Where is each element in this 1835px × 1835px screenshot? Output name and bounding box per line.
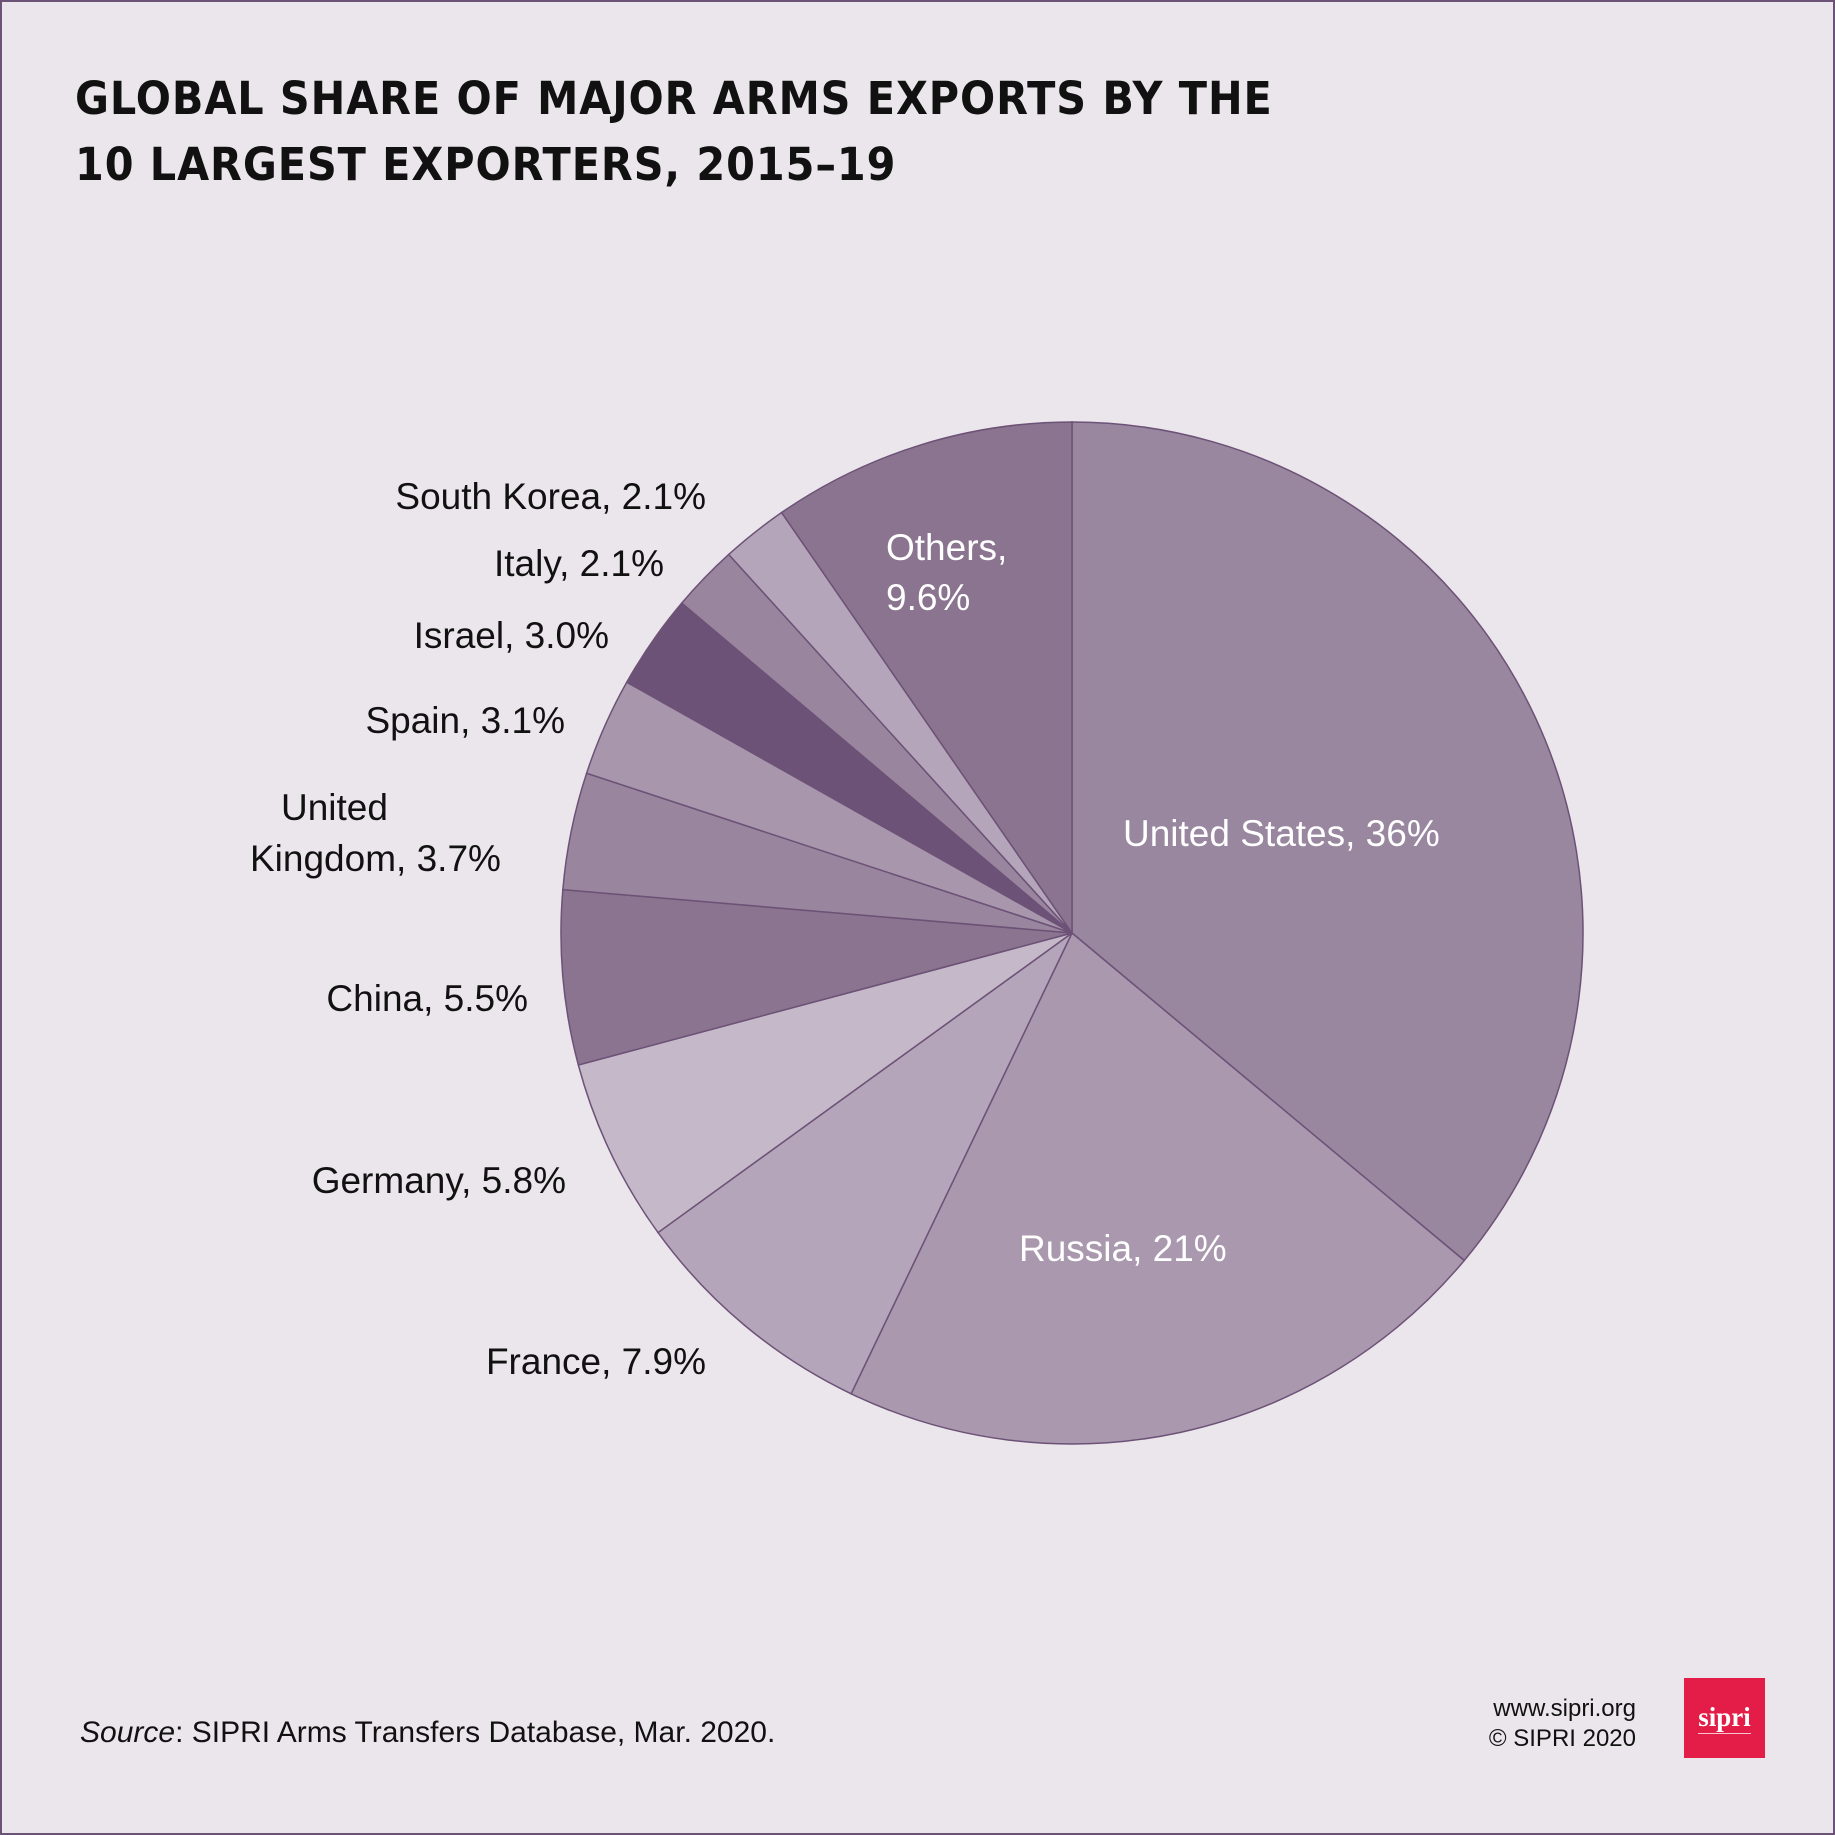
sipri-logo: sipri (1684, 1678, 1765, 1758)
slice-united-states (1071, 421, 1584, 1262)
label-south-korea: South Korea, 2.1% (395, 476, 706, 517)
label-china: China, 5.5% (326, 978, 528, 1019)
slice-others (780, 421, 1073, 936)
copyright: © SIPRI 2020 (1488, 1725, 1636, 1752)
chart-title: GLOBAL SHARE OF MAJOR ARMS EXPORTS BY TH… (75, 66, 1273, 198)
source-label: Source (80, 1716, 176, 1749)
label-united-kingdom-line2: Kingdom, 3.7% (250, 838, 501, 879)
title-line-1: GLOBAL SHARE OF MAJOR ARMS EXPORTS BY TH… (75, 72, 1273, 125)
title-line-2: 10 LARGEST EXPORTERS, 2015–19 (75, 138, 897, 191)
label-others-line2: 9.6% (886, 577, 970, 618)
label-italy: Italy, 2.1% (494, 543, 664, 584)
label-spain: Spain, 3.1% (365, 700, 565, 741)
label-united-kingdom-line1: United (281, 787, 388, 828)
slice-china (560, 888, 1073, 1066)
source-text: : SIPRI Arms Transfers Database, Mar. 20… (175, 1716, 776, 1749)
slice-russia (850, 931, 1466, 1445)
slice-germany (577, 932, 1073, 1234)
label-others-line1: Others, (886, 527, 1007, 568)
label-united-states: United States, 36% (1123, 813, 1440, 854)
credits: www.sipri.org © SIPRI 2020 (1489, 1694, 1636, 1754)
label-russia: Russia, 21% (1019, 1228, 1227, 1269)
label-france: France, 7.9% (486, 1341, 706, 1382)
label-israel: Israel, 3.0% (414, 615, 609, 656)
source-note: Source: SIPRI Arms Transfers Database, M… (80, 1716, 775, 1750)
website-link[interactable]: www.sipri.org (1493, 1695, 1636, 1722)
slice-france (656, 932, 1073, 1395)
label-germany: Germany, 5.8% (312, 1160, 566, 1201)
